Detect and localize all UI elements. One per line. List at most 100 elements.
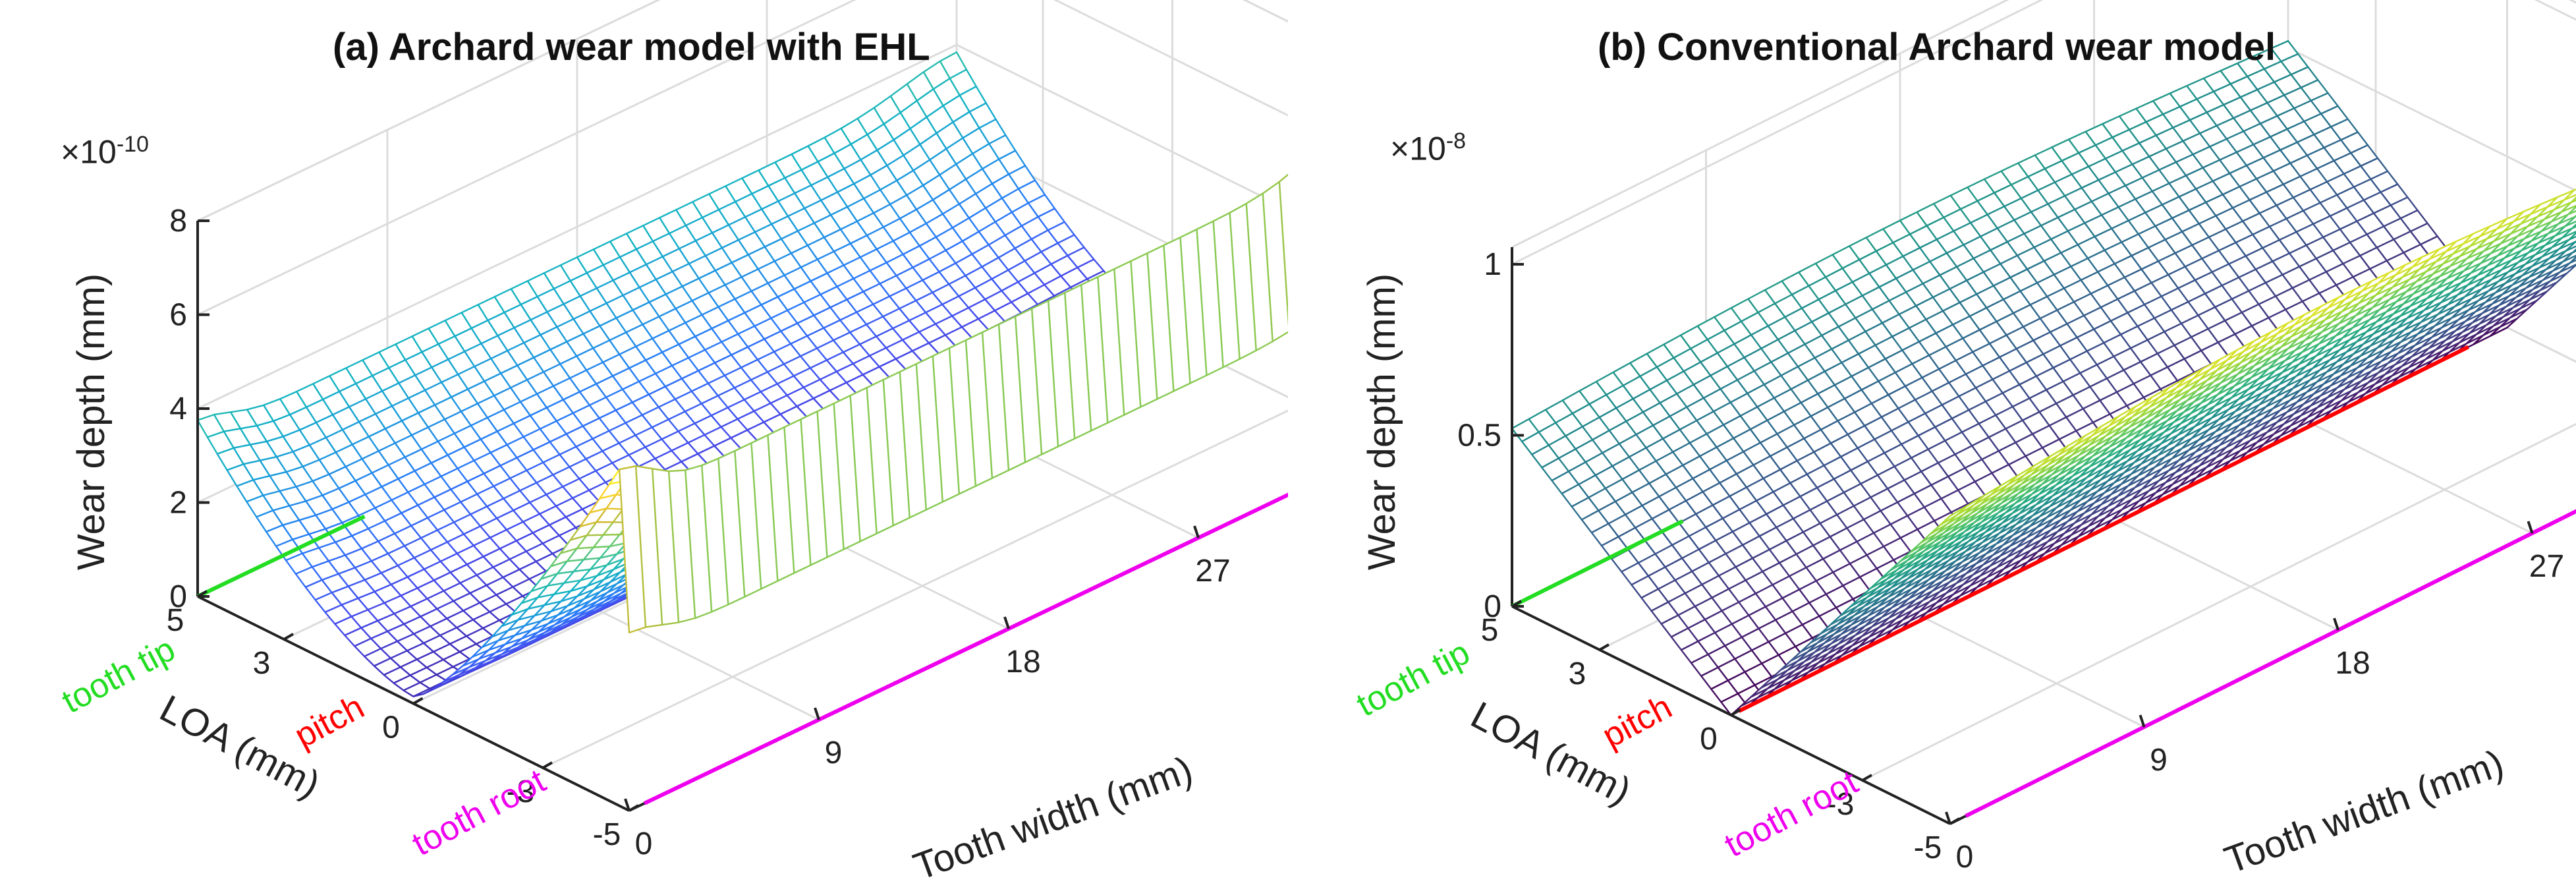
width-tick	[1193, 525, 1200, 538]
tooth-root-line	[1965, 509, 2576, 818]
grid-line-loa-floor	[542, 409, 1288, 769]
marker-lines	[1511, 345, 2576, 818]
width-tick-label: 0	[635, 826, 653, 861]
width-axis-label: Tooth width (mm)	[908, 748, 1198, 888]
surface-cell	[2565, 241, 2576, 252]
surface-cell	[1278, 173, 1288, 327]
surface-cell	[2564, 215, 2576, 227]
width-tick-label: 27	[1195, 554, 1230, 589]
surface-cell	[2558, 235, 2576, 250]
surface-cell	[2559, 259, 2576, 273]
tooth-tip-line	[196, 514, 366, 598]
box-edge	[2568, 0, 2576, 4]
loa-tick	[1599, 643, 1610, 651]
width-tick-label: 9	[2150, 743, 2168, 778]
pitch-label: pitch	[1596, 688, 1678, 756]
box-edge	[197, 0, 661, 222]
loa-tick-label: 5	[167, 603, 184, 638]
width-axis-label: Tooth width (mm)	[2219, 741, 2509, 882]
width-tick-label: 0	[1956, 840, 1974, 875]
surface-cell	[2571, 223, 2576, 229]
loa-tick	[629, 804, 639, 812]
width-tick	[814, 707, 820, 720]
width-tick	[624, 798, 630, 811]
tooth-root-label: tooth root	[406, 762, 552, 864]
width-tick	[2333, 618, 2339, 631]
loa-tick-label: 3	[1569, 656, 1586, 691]
tooth-tip-line	[1511, 519, 1684, 608]
box-edge	[1242, 0, 1288, 23]
box-edge	[1511, 0, 2009, 248]
surface-cell	[2551, 231, 2576, 248]
chart-title-a: (a) Archard wear model with EHL	[333, 26, 930, 69]
surface-cell	[2560, 199, 2576, 213]
surface-cell	[2555, 245, 2576, 261]
loa-tick-label: 0	[1700, 722, 1718, 757]
width-tick	[2527, 521, 2534, 534]
loa-tick-label: 5	[1481, 613, 1499, 648]
surface-cell	[2567, 206, 2576, 216]
surface-cell	[2570, 196, 2576, 204]
z-scale-b: ×10-8	[1390, 129, 1466, 168]
z-tick-label: 6	[169, 298, 187, 333]
surface-cell	[2563, 188, 2576, 201]
loa-tick	[283, 633, 294, 641]
z-scale-base-a: ×10	[61, 133, 117, 171]
chart-title-b: (b) Conventional Archard wear model	[1598, 26, 2276, 69]
z-tick-label: 8	[169, 204, 187, 239]
z-axis-label: Wear depth (mm)	[70, 274, 113, 570]
width-tick	[2139, 714, 2146, 728]
surface-cell	[2554, 220, 2576, 237]
width-tick-label: 18	[2335, 646, 2370, 681]
z-tick-label: 0	[1484, 589, 1501, 624]
z-scale-exp-b: -8	[1445, 129, 1467, 154]
z-tick-label: 4	[169, 391, 187, 426]
surface-mesh	[196, 51, 1288, 697]
z-tick-label: 0.5	[1457, 418, 1501, 453]
z-scale-a: ×10-10	[61, 132, 149, 171]
surface-cell	[2548, 241, 2576, 260]
width-tick	[1003, 616, 1010, 629]
loa-tick	[197, 590, 208, 598]
width-tick	[1945, 811, 1951, 824]
width-tick-label: 18	[1005, 645, 1040, 679]
z-scale-exp-a: -10	[116, 132, 149, 157]
loa-tick-label: 3	[253, 646, 271, 681]
tooth-root-line	[643, 492, 1288, 805]
pitch-line	[1737, 345, 2469, 713]
z-tick-label: 2	[169, 486, 187, 521]
surface-cell	[2561, 225, 2576, 239]
surface-cell	[2562, 250, 2576, 263]
pitch-label: pitch	[289, 688, 370, 756]
loa-tick	[412, 697, 424, 705]
loa-tick-label: -3	[1826, 787, 1855, 822]
width-tick-label: 27	[2529, 549, 2564, 584]
surface-cell	[2549, 264, 2576, 282]
loa-tick-label: -5	[593, 817, 621, 852]
marker-lines	[196, 492, 1288, 805]
surface-cell	[2569, 256, 2576, 264]
z-tick-label: 1	[1484, 247, 1501, 282]
z-tick-label: 0	[169, 579, 187, 614]
loa-tick	[1730, 708, 1741, 716]
surface-cell	[2558, 210, 2576, 225]
loa-tick-label: 0	[382, 710, 400, 745]
z-scale-base-b: ×10	[1390, 130, 1446, 167]
tooth-tip-label: tooth tip	[1351, 633, 1476, 724]
grid-line-z	[1242, 0, 1288, 23]
grid-line-z	[2534, 0, 2576, 21]
grid-line-loa-floor	[1862, 422, 2576, 782]
loa-tick	[1511, 600, 1522, 608]
surface-cell	[2550, 204, 2576, 223]
loa-tick	[542, 761, 553, 769]
z-axis-label: Wear depth (mm)	[1360, 274, 1403, 570]
loa-tick-label: -3	[507, 774, 535, 809]
surface-mesh	[1511, 40, 2576, 716]
surface-cell	[2552, 254, 2576, 272]
loa-tick	[1949, 817, 1960, 825]
